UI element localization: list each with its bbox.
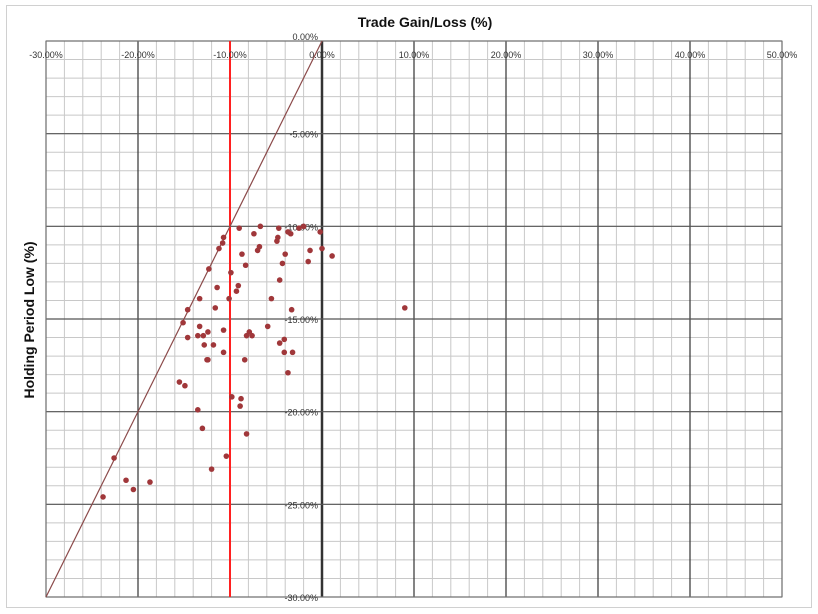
data-point — [200, 332, 207, 339]
data-point — [276, 277, 283, 283]
y-tick-label: -15.00% — [284, 315, 318, 325]
data-point — [317, 229, 323, 235]
data-point — [282, 251, 289, 257]
data-point — [205, 329, 211, 335]
data-point — [268, 295, 275, 302]
data-point — [329, 253, 335, 259]
data-point — [239, 251, 245, 257]
data-point — [220, 327, 227, 333]
reference-lines — [45, 40, 323, 598]
data-point — [264, 323, 271, 330]
data-point — [233, 288, 240, 295]
data-point — [288, 306, 295, 313]
data-point — [214, 284, 220, 291]
data-point — [123, 477, 129, 484]
data-point — [196, 295, 203, 302]
x-tick-label: -30.00% — [29, 50, 63, 60]
data-point — [220, 234, 227, 241]
chart-title: Trade Gain/Loss (%) — [358, 14, 493, 30]
data-point — [287, 230, 294, 237]
data-point — [228, 269, 234, 276]
data-point — [289, 349, 296, 356]
data-point — [274, 238, 280, 244]
data-point — [212, 305, 219, 311]
data-point — [182, 382, 188, 389]
data-point — [111, 455, 117, 461]
data-points — [100, 223, 408, 500]
data-point — [205, 356, 211, 363]
data-point — [210, 342, 217, 348]
data-point — [201, 342, 208, 348]
data-point — [242, 262, 249, 269]
data-point — [235, 282, 242, 289]
data-point — [176, 379, 183, 385]
data-point — [276, 340, 283, 346]
data-point — [243, 332, 250, 339]
data-point — [251, 230, 257, 237]
y-tick-label: -30.00% — [284, 593, 318, 603]
data-point — [199, 425, 206, 432]
data-point — [236, 225, 242, 231]
diagonal-line — [45, 40, 323, 598]
x-tick-label: 20.00% — [491, 50, 522, 60]
data-point — [238, 395, 244, 402]
data-point — [184, 306, 191, 313]
data-point — [257, 223, 264, 230]
y-tick-label: -20.00% — [284, 408, 318, 418]
x-tick-label: 10.00% — [399, 50, 430, 60]
x-tick-label: -20.00% — [121, 50, 155, 60]
data-point — [216, 245, 222, 252]
x-tick-label: 40.00% — [675, 50, 706, 60]
data-point — [100, 494, 106, 500]
data-point — [319, 245, 325, 252]
data-point — [195, 332, 201, 339]
data-point — [254, 247, 261, 254]
data-point — [237, 403, 243, 409]
data-point — [300, 223, 307, 230]
data-point — [223, 453, 230, 459]
data-point — [241, 356, 248, 363]
tick-labels: -30.00% -20.00% -10.00% 0.00% 10.00% 20.00% 30… — [29, 32, 797, 603]
y-tick-label: -25.00% — [284, 500, 318, 510]
data-point — [307, 247, 313, 254]
x-tick-label: 0.00% — [309, 50, 335, 60]
data-point — [285, 369, 291, 376]
data-point — [180, 319, 186, 326]
data-point — [147, 479, 153, 485]
chart-frame — [6, 5, 812, 608]
data-point — [296, 225, 302, 231]
data-point — [219, 240, 226, 246]
data-point — [226, 295, 232, 302]
data-point — [305, 258, 312, 265]
data-point — [206, 266, 212, 272]
data-point — [279, 260, 286, 267]
x-tick-label: 30.00% — [583, 50, 614, 60]
data-point — [243, 431, 250, 437]
gridlines — [45, 40, 783, 598]
data-point — [402, 305, 408, 311]
data-point — [195, 407, 201, 413]
x-tick-label: -10.00% — [213, 50, 247, 60]
data-point — [130, 486, 137, 493]
data-point — [275, 225, 282, 231]
data-point — [184, 334, 191, 341]
data-point — [281, 349, 288, 356]
data-point — [281, 336, 288, 343]
plot-area-border — [45, 40, 783, 598]
x-tick-label: 50.00% — [767, 50, 798, 60]
data-point — [208, 466, 215, 472]
data-point — [249, 332, 255, 339]
y-tick-label: 0.00% — [292, 32, 318, 42]
y-axis-title: Holding Period Low (%) — [21, 241, 37, 398]
data-point — [196, 323, 203, 330]
data-point — [229, 394, 235, 400]
data-point — [220, 349, 227, 356]
y-tick-label: -5.00% — [289, 130, 318, 140]
